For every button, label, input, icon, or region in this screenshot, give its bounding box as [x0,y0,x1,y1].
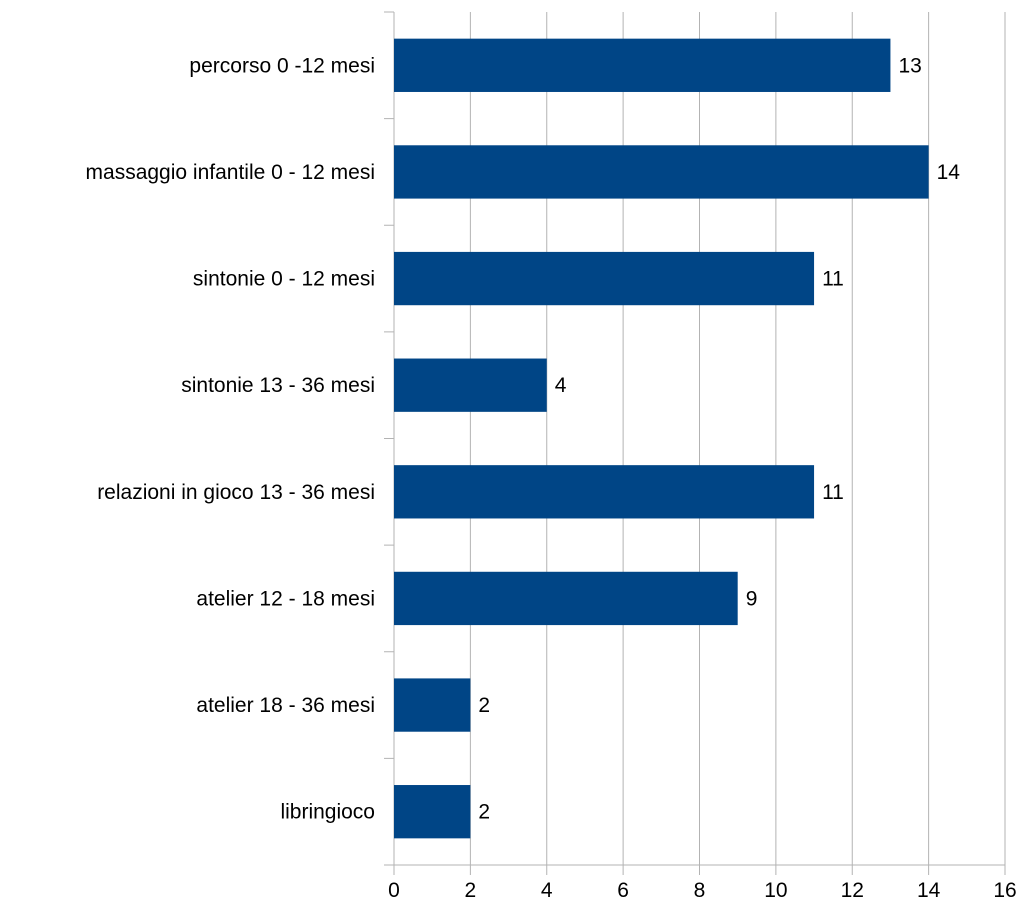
data-label: 13 [898,54,921,77]
category-label: relazioni in gioco 13 - 36 mesi [97,481,375,504]
category-label: atelier 18 - 36 mesi [196,694,375,717]
gridlines [469,12,1006,875]
bar [394,465,815,519]
bar [394,678,471,732]
data-label: 4 [555,374,567,397]
bars [394,38,929,839]
x-tick-label: 16 [993,879,1016,900]
x-tick-label: 8 [694,879,706,900]
x-tick-label: 2 [465,879,477,900]
data-label: 14 [937,161,961,184]
category-label: massaggio infantile 0 - 12 mesi [86,161,375,184]
data-label: 2 [478,801,490,824]
x-tick-label: 14 [917,879,941,900]
x-tick-label: 0 [388,879,400,900]
axes [384,11,1005,875]
x-tick-label: 12 [841,879,864,900]
category-label: percorso 0 -12 mesi [189,54,375,77]
data-labels: 13 14 11 4 11 9 2 2 [478,54,960,823]
data-label: 11 [822,268,844,291]
bar [394,251,815,306]
bar [394,785,471,839]
data-label: 2 [478,694,490,717]
x-tick-label: 4 [541,879,553,900]
x-tick-label: 10 [764,879,787,900]
category-label: sintonie 13 - 36 mesi [181,374,375,397]
bar [394,38,891,92]
category-label: atelier 12 - 18 mesi [196,587,375,610]
data-label: 11 [822,481,844,504]
category-label: sintonie 0 - 12 mesi [193,268,375,291]
bar [394,358,547,412]
category-label: libringioco [280,801,375,824]
data-label: 9 [746,587,758,610]
bar [394,571,738,626]
category-labels: percorso 0 -12 mesi massaggio infantile 0… [86,54,375,823]
bar [394,145,929,199]
x-tick-label: 6 [617,879,629,900]
x-tick-labels: 0 2 4 6 8 10 12 14 16 [388,879,1017,902]
